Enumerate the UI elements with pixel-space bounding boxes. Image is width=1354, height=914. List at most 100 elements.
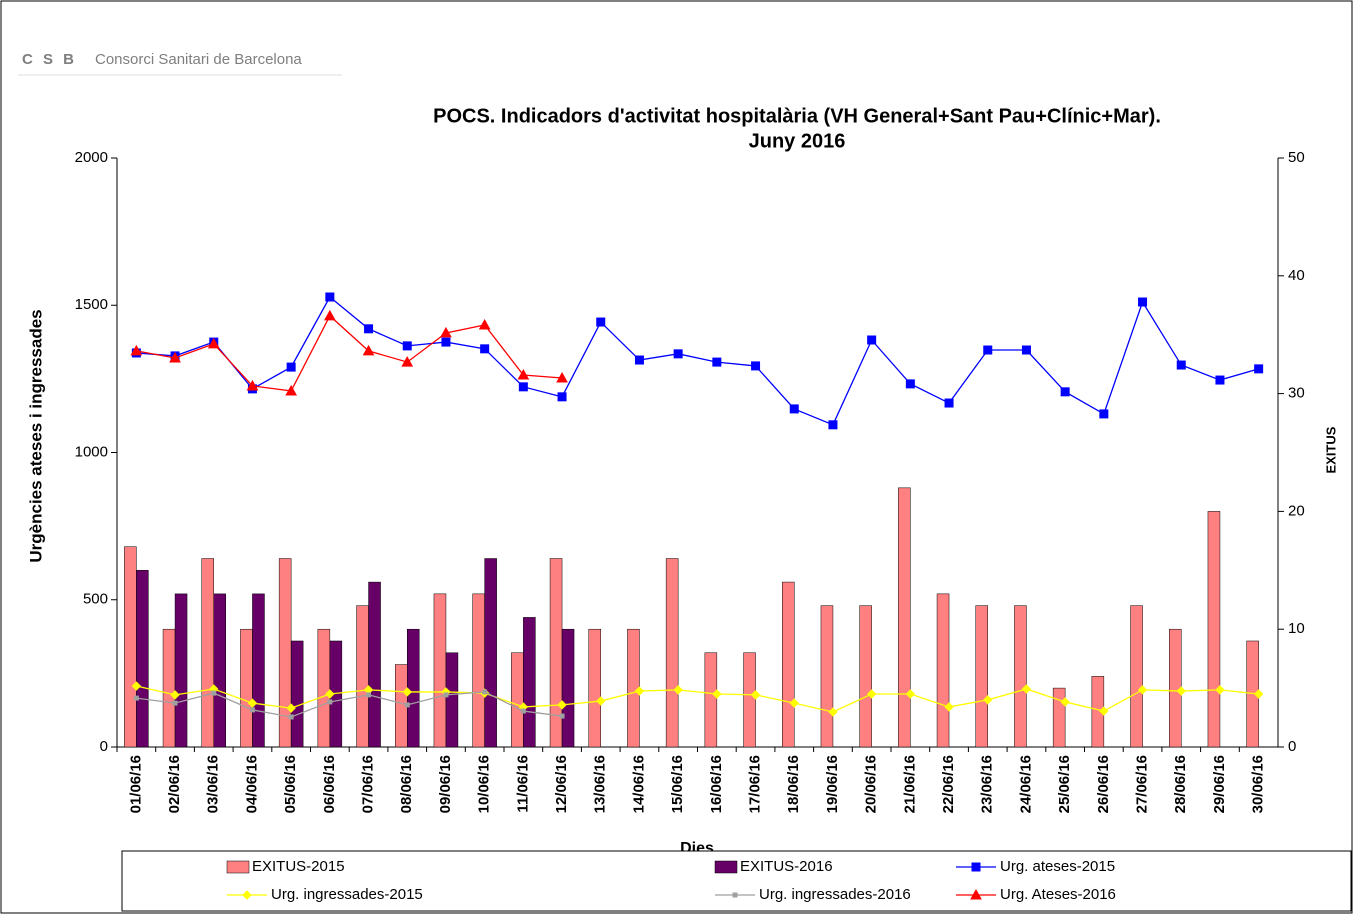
x-tick-label: 21/06/16 xyxy=(901,755,918,813)
bar xyxy=(936,593,950,748)
marker xyxy=(1099,706,1109,716)
x-tick-label: 05/06/16 xyxy=(282,755,299,813)
bar xyxy=(588,628,601,748)
bar xyxy=(407,628,420,748)
x-tick-label: 20/06/16 xyxy=(863,755,880,813)
marker xyxy=(362,344,375,356)
bar xyxy=(290,640,304,748)
x-tick-label: 17/06/16 xyxy=(747,755,764,813)
marker xyxy=(286,362,296,372)
x-tick-label: 09/06/16 xyxy=(437,755,454,813)
bar xyxy=(523,617,536,748)
legend-marker xyxy=(732,892,738,898)
marker xyxy=(1254,364,1264,374)
x-tick-label: 11/06/16 xyxy=(514,755,531,813)
marker xyxy=(557,392,567,402)
marker xyxy=(249,707,255,713)
bar xyxy=(317,628,331,748)
marker xyxy=(440,326,452,338)
marker xyxy=(482,689,488,695)
marker xyxy=(211,690,217,696)
marker xyxy=(478,318,491,330)
marker xyxy=(324,309,336,321)
bar xyxy=(213,593,226,748)
x-tick-label: 29/06/16 xyxy=(1211,755,1228,813)
marker xyxy=(712,689,722,699)
marker xyxy=(944,398,954,408)
bar xyxy=(898,487,911,748)
x-tick-label: 16/06/16 xyxy=(708,755,725,813)
marker xyxy=(1215,685,1225,695)
chart-title: POCS. Indicadors d'activitat hospitalàri… xyxy=(433,105,1161,127)
y2-tick-label: 30 xyxy=(1288,385,1305,402)
marker xyxy=(364,324,374,334)
marker xyxy=(1060,387,1070,397)
line xyxy=(136,685,1259,713)
marker xyxy=(1021,684,1032,694)
marker xyxy=(1021,345,1031,355)
marker xyxy=(1138,297,1148,307)
x-tick-label: 19/06/16 xyxy=(824,755,841,813)
legend-marker xyxy=(970,888,982,900)
x-tick-label: 04/06/16 xyxy=(243,755,260,813)
bar xyxy=(368,581,381,748)
x-tick-label: 27/06/16 xyxy=(1134,755,1151,813)
x-tick-label: 26/06/16 xyxy=(1095,755,1112,813)
marker xyxy=(596,317,606,327)
legend-marker xyxy=(242,890,252,900)
marker xyxy=(789,404,799,414)
marker xyxy=(402,687,412,697)
marker xyxy=(327,699,333,705)
x-tick-label: 12/06/16 xyxy=(553,755,570,813)
bar xyxy=(445,652,459,748)
marker xyxy=(828,707,838,717)
bar xyxy=(472,593,485,748)
marker xyxy=(789,698,799,708)
y2-tick-label: 10 xyxy=(1288,620,1305,637)
x-tick-label: 30/06/16 xyxy=(1250,755,1267,813)
marker xyxy=(443,692,449,698)
marker xyxy=(441,337,451,347)
marker xyxy=(559,713,565,719)
bar xyxy=(1014,605,1027,748)
marker xyxy=(518,382,528,392)
legend-swatch xyxy=(226,860,250,874)
legend-label: Urg. ateses-2015 xyxy=(1000,858,1115,875)
y-tick-label: 1000 xyxy=(75,443,108,460)
marker xyxy=(634,686,645,696)
bar xyxy=(162,628,176,748)
bar xyxy=(201,558,214,748)
marker xyxy=(1215,375,1225,385)
bar xyxy=(433,593,447,748)
y-tick-label: 0 xyxy=(100,738,108,755)
marker xyxy=(557,700,567,710)
x-tick-label: 02/06/16 xyxy=(166,755,183,813)
x-tick-label: 08/06/16 xyxy=(398,755,415,813)
marker xyxy=(673,349,683,359)
marker xyxy=(520,708,526,714)
marker xyxy=(828,420,838,430)
bar xyxy=(975,605,988,748)
logo: C S B xyxy=(22,51,77,68)
marker xyxy=(712,357,722,367)
marker xyxy=(169,351,181,363)
legend-marker xyxy=(971,862,981,872)
bar xyxy=(124,546,137,748)
bar xyxy=(549,558,563,748)
y-tick-label: 1500 xyxy=(75,296,108,313)
bar xyxy=(859,605,872,748)
marker xyxy=(325,292,335,302)
x-tick-label: 23/06/16 xyxy=(979,755,996,813)
marker xyxy=(596,696,606,706)
marker xyxy=(751,361,761,371)
marker xyxy=(983,345,993,355)
bar xyxy=(665,558,679,748)
line xyxy=(136,691,563,718)
bar xyxy=(484,558,497,748)
chart-title: Juny 2016 xyxy=(749,130,846,152)
marker xyxy=(366,692,372,698)
bar xyxy=(782,581,795,748)
y2-tick-label: 0 xyxy=(1288,738,1296,755)
